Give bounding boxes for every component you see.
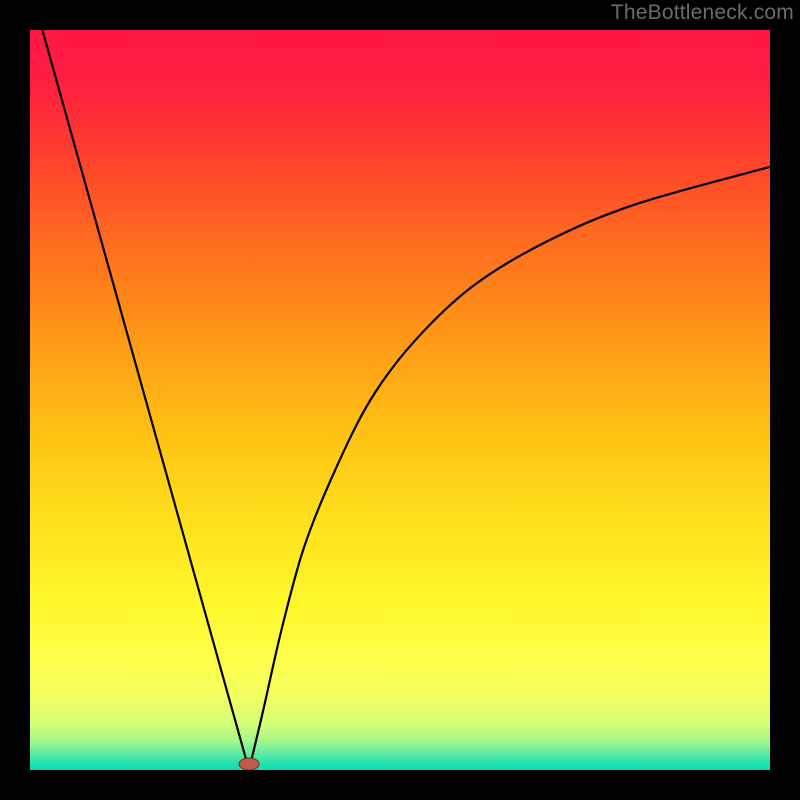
watermark-text: TheBottleneck.com: [611, 1, 794, 25]
plot-background: [30, 30, 770, 770]
chart-container: TheBottleneck.com: [0, 0, 800, 800]
bottleneck-chart: [0, 0, 800, 800]
minimum-marker: [239, 758, 259, 770]
